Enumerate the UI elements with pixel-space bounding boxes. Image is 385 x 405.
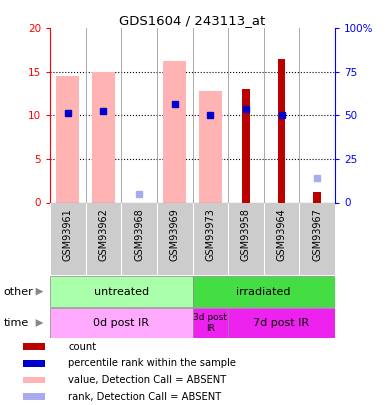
Text: GSM93969: GSM93969: [170, 208, 180, 261]
Text: irradiated: irradiated: [236, 287, 291, 296]
Text: 0d post IR: 0d post IR: [93, 318, 149, 328]
Text: GSM93964: GSM93964: [276, 208, 286, 261]
Bar: [56, 76, 79, 202]
Bar: [85, 202, 121, 275]
Bar: [242, 90, 250, 202]
Bar: [313, 192, 321, 202]
Bar: [199, 91, 222, 202]
Bar: [50, 276, 192, 307]
Bar: [50, 309, 192, 338]
Text: other: other: [4, 287, 33, 296]
Text: GSM93961: GSM93961: [63, 208, 73, 261]
Text: 3d post
IR: 3d post IR: [193, 313, 227, 333]
Bar: [23, 360, 45, 367]
Text: GDS1604 / 243113_at: GDS1604 / 243113_at: [119, 14, 266, 27]
Bar: [23, 377, 45, 383]
Text: rank, Detection Call = ABSENT: rank, Detection Call = ABSENT: [68, 392, 221, 402]
Bar: [157, 202, 192, 275]
Text: 7d post IR: 7d post IR: [253, 318, 310, 328]
Bar: [23, 393, 45, 400]
Text: GSM93962: GSM93962: [99, 208, 109, 261]
Text: GSM93968: GSM93968: [134, 208, 144, 261]
Bar: [121, 202, 157, 275]
Bar: [23, 343, 45, 350]
Bar: [228, 309, 335, 338]
Bar: [192, 309, 228, 338]
Text: GSM93958: GSM93958: [241, 208, 251, 261]
Text: GSM93973: GSM93973: [205, 208, 215, 261]
Bar: [163, 61, 186, 202]
Bar: [278, 59, 285, 202]
Text: percentile rank within the sample: percentile rank within the sample: [68, 358, 236, 368]
Text: GSM93967: GSM93967: [312, 208, 322, 261]
Text: value, Detection Call = ABSENT: value, Detection Call = ABSENT: [68, 375, 226, 385]
Bar: [228, 202, 264, 275]
Text: count: count: [68, 341, 96, 352]
Bar: [264, 202, 300, 275]
Bar: [192, 202, 228, 275]
Bar: [300, 202, 335, 275]
Text: time: time: [4, 318, 29, 328]
Bar: [50, 202, 85, 275]
Bar: [92, 72, 115, 202]
Bar: [192, 276, 335, 307]
Text: untreated: untreated: [94, 287, 149, 296]
